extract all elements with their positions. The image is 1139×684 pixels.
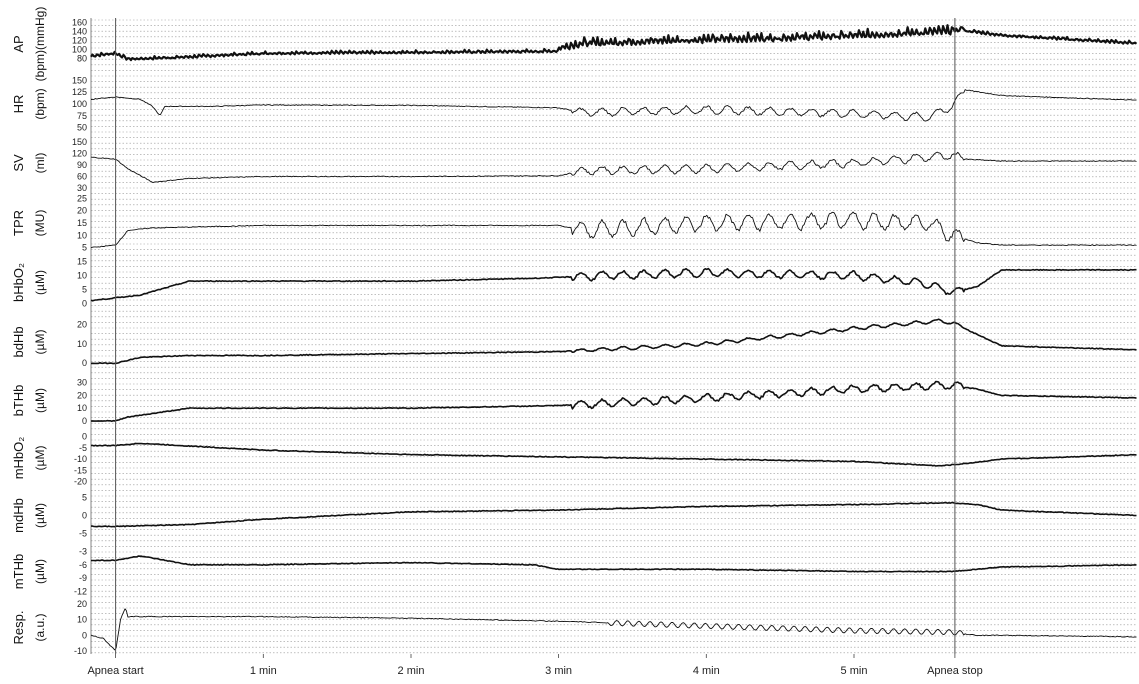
mhbo2-ytick-label: -10 [74,454,87,464]
mdhb-trace [91,501,1137,528]
bthb-ytick-label: 20 [77,390,87,400]
x-tick-label: 2 min [398,665,425,677]
sv-trace [90,151,1137,184]
bdhb-axis-label: bdHb [11,326,26,357]
mhbo2-ytick-label: -5 [79,443,87,453]
hr-ytick-label: 100 [72,99,87,109]
mthb-ytick-label: -9 [79,573,87,583]
tpr-axis-label: TPR [11,210,26,236]
grid-layer [91,19,1137,654]
mdhb-unit-label: (µM) [33,503,47,528]
ap-unit-label: (bpm)(mmHg) [33,7,47,82]
resp-ytick-label: 0 [82,630,87,640]
x-tick-label: 3 min [545,665,572,677]
hr-ytick-label: 150 [72,75,87,85]
ap-ytick-label: 140 [72,27,87,37]
bdhb-ytick-label: 0 [82,358,87,368]
mthb-ytick-label: -6 [79,560,87,570]
event-layer [115,18,956,654]
sv-ytick-label: 90 [77,160,87,170]
hr-axis-label: HR [11,95,26,114]
resp-ytick-label: 10 [77,615,87,625]
resp-ytick-label: 20 [77,599,87,609]
hr-ytick-label: 50 [77,123,87,133]
x-tick-label: Apnea start [87,665,143,677]
mdhb-axis-label: mdHb [11,498,26,533]
mhbo2-ytick-label: -15 [74,465,87,475]
bdhb-unit-label: (µM) [33,330,47,355]
hr-ytick-label: 75 [77,111,87,121]
ap-trace [90,24,1138,62]
tpr-trace [90,211,1137,249]
tpr-ytick-label: 5 [82,243,87,253]
sv-unit-label: (ml) [33,153,47,174]
resp-ytick-label: -10 [74,646,87,656]
bthb-unit-label: (µM) [33,388,47,413]
x-tick-label: 5 min [841,665,868,677]
ap-ytick-label: 120 [72,36,87,46]
bhbo2-ytick-label: 0 [82,298,87,308]
resp-unit-label: (a.u.) [33,613,47,641]
bthb-ytick-label: 10 [77,403,87,413]
x-tick-label: 1 min [250,665,277,677]
ap-ytick-label: 80 [77,54,87,64]
mdhb-ytick-label: 0 [82,511,87,521]
x-tick-label: Apnea stop [927,665,983,677]
bhbo2-trace [90,267,1137,302]
bdhb-trace [90,318,1137,365]
tpr-ytick-label: 15 [77,218,87,228]
x-tick-label: 4 min [693,665,720,677]
bthb-axis-label: bTHb [11,385,26,417]
mthb-ytick-label: -12 [74,587,87,597]
hr-ytick-label: 125 [72,87,87,97]
tpr-ytick-label: 10 [77,230,87,240]
sv-ytick-label: 30 [77,183,87,193]
mthb-trace [90,555,1137,573]
hr-unit-label: (bpm) [33,88,47,119]
bhbo2-ytick-label: 15 [77,257,87,267]
mthb-unit-label: (µM) [33,559,47,584]
bthb-trace [90,380,1137,423]
mhbo2-ytick-label: 0 [82,432,87,442]
bhbo2-axis-label: bHbO₂ [11,263,26,302]
sv-axis-label: SV [11,154,26,172]
mthb-ytick-label: -3 [79,547,87,557]
bdhb-ytick-label: 20 [77,320,87,330]
mhbo2-ytick-label: -20 [74,477,87,487]
sv-ytick-label: 120 [72,148,87,158]
ap-ytick-label: 100 [72,45,87,55]
bhbo2-unit-label: (µM) [33,270,47,295]
sv-ytick-label: 60 [77,172,87,182]
mthb-axis-label: mTHb [11,554,26,589]
resp-trace [90,608,1137,651]
axis-layer [90,18,956,658]
ap-axis-label: AP [11,35,26,52]
sv-ytick-label: 150 [72,137,87,147]
tpr-ytick-label: 25 [77,194,87,204]
mdhb-ytick-label: 5 [82,492,87,502]
mhbo2-axis-label: mHbO₂ [11,437,26,480]
ap-ytick-label: 160 [72,18,87,28]
tpr-ytick-label: 20 [77,206,87,216]
mhbo2-trace [91,442,1137,467]
tpr-unit-label: (MU) [33,210,47,237]
bthb-ytick-label: 30 [77,378,87,388]
mhbo2-unit-label: (µM) [33,446,47,471]
trace-layer [90,24,1138,651]
bhbo2-ytick-label: 5 [82,285,87,295]
hr-trace [90,89,1137,122]
mdhb-ytick-label: -5 [79,529,87,539]
resp-axis-label: Resp. [11,611,26,645]
bthb-ytick-label: 0 [82,416,87,426]
bdhb-ytick-label: 10 [77,339,87,349]
bhbo2-ytick-label: 10 [77,271,87,281]
